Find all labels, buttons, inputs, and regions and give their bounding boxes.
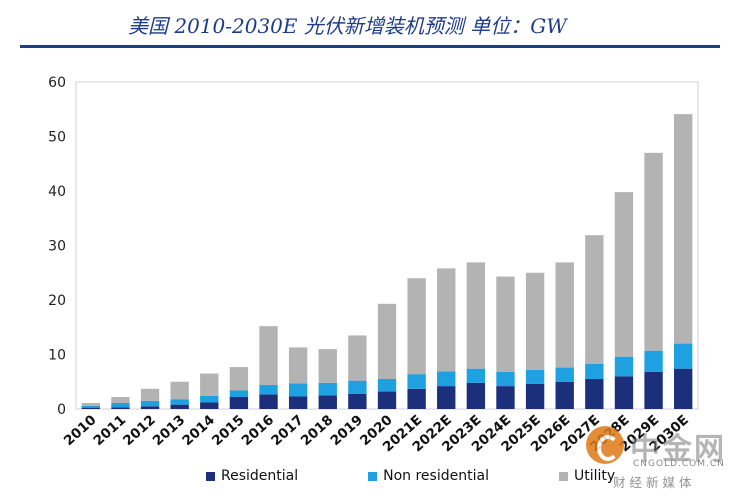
bar-non-residential	[674, 343, 693, 369]
bar-non-residential	[288, 383, 308, 397]
bar-utility	[644, 152, 663, 351]
bar-residential	[407, 388, 426, 409]
x-tick-label: 2013	[150, 412, 189, 449]
bar-residential	[377, 391, 397, 409]
bar-residential	[200, 402, 219, 409]
bar-residential	[585, 379, 604, 409]
bar-utility	[466, 262, 486, 369]
x-tick-label: 2015	[209, 412, 248, 449]
legend-label-residential: Residential	[221, 468, 299, 484]
bar-utility	[229, 367, 249, 391]
bar-utility	[140, 388, 160, 401]
x-tick-label: 2019	[327, 412, 366, 449]
bar-utility	[259, 326, 278, 386]
bar-utility	[318, 349, 337, 383]
bar-non-residential	[377, 379, 397, 392]
y-tick-label: 30	[48, 239, 66, 255]
bar-residential	[496, 386, 515, 409]
y-tick-label: 0	[57, 402, 66, 418]
x-tick-label: 2010	[61, 412, 100, 449]
bar-residential	[288, 396, 308, 409]
bar-non-residential	[466, 368, 486, 383]
bar-residential	[318, 395, 337, 410]
bar-residential	[674, 368, 693, 409]
legend-label-non-residential: Non residential	[383, 468, 489, 484]
watermark-logo-icon	[586, 426, 624, 464]
bar-residential	[555, 381, 574, 409]
watermark-url: CNGOLD.COM.CN	[633, 459, 725, 469]
bar-utility	[348, 335, 367, 381]
watermark-brand: 中金网	[630, 432, 726, 467]
bar-non-residential	[81, 405, 100, 408]
bar-utility	[170, 381, 189, 400]
bar-utility	[288, 347, 308, 384]
bar-residential	[259, 394, 278, 409]
x-tick-label: 2012	[120, 412, 159, 449]
bar-utility	[555, 262, 574, 368]
bar-residential	[466, 382, 486, 409]
x-tick-label: 2011	[90, 412, 129, 449]
legend-item-utility: Utility	[558, 468, 616, 484]
legend-swatch-non-residential	[368, 471, 378, 481]
bar-utility	[377, 303, 397, 380]
legend-label-utility: Utility	[573, 468, 616, 484]
bar-non-residential	[200, 395, 219, 403]
bar-utility	[111, 397, 130, 404]
bar-utility	[437, 268, 456, 372]
bar-utility	[614, 192, 634, 357]
bar-residential	[229, 397, 249, 409]
bar-non-residential	[525, 369, 545, 384]
bar-residential	[644, 371, 663, 409]
title-divider	[20, 45, 720, 48]
bar-residential	[525, 383, 545, 409]
y-tick-label: 60	[48, 75, 66, 91]
bar-utility	[525, 272, 545, 370]
y-tick-label: 10	[48, 348, 66, 364]
bar-residential	[170, 404, 189, 409]
bar-utility	[674, 114, 693, 344]
bar-utility	[407, 278, 426, 375]
bar-non-residential	[407, 374, 426, 389]
bar-residential	[111, 407, 130, 409]
legend-item-non-residential: Non residential	[368, 468, 489, 484]
bar-utility	[200, 373, 219, 396]
bar-non-residential	[348, 380, 367, 394]
x-tick-label: 2017	[268, 412, 307, 449]
bar-non-residential	[229, 390, 249, 398]
watermark-tagline: 财经新媒体	[613, 475, 696, 490]
bar-non-residential	[437, 371, 456, 387]
x-tick-label: 2014	[179, 412, 218, 449]
x-tick-label: 2016	[239, 412, 278, 449]
bar-residential	[140, 406, 160, 409]
bar-residential	[81, 407, 100, 409]
bar-utility	[81, 403, 100, 406]
bar-residential	[348, 393, 367, 409]
bar-non-residential	[111, 403, 130, 408]
y-tick-label: 50	[48, 130, 66, 146]
bar-utility	[496, 276, 515, 372]
bar-non-residential	[585, 363, 604, 380]
bar-non-residential	[170, 399, 189, 405]
bar-residential	[437, 386, 456, 409]
bar-residential	[614, 376, 634, 409]
bar-non-residential	[555, 367, 574, 382]
y-tick-label: 20	[48, 293, 66, 309]
y-tick-label: 40	[48, 184, 66, 200]
legend-swatch-residential	[206, 471, 215, 481]
watermark: 中金网 CNGOLD.COM.CN 财经新媒体	[586, 426, 736, 494]
bar-non-residential	[259, 385, 278, 395]
legend-swatch-utility	[558, 471, 568, 481]
bar-non-residential	[614, 356, 634, 377]
bar-utility	[585, 235, 604, 364]
bar-non-residential	[496, 371, 515, 387]
bar-non-residential	[318, 382, 337, 396]
chart-title: 美国 2010-2030E 光伏新增装机预测 单位：GW	[128, 14, 567, 38]
chart-legend: Residential Non residential Utility	[206, 468, 685, 484]
legend-item-residential: Residential	[206, 468, 298, 484]
bar-non-residential	[140, 400, 160, 407]
bar-non-residential	[644, 350, 663, 372]
x-tick-label: 2018	[298, 412, 337, 449]
